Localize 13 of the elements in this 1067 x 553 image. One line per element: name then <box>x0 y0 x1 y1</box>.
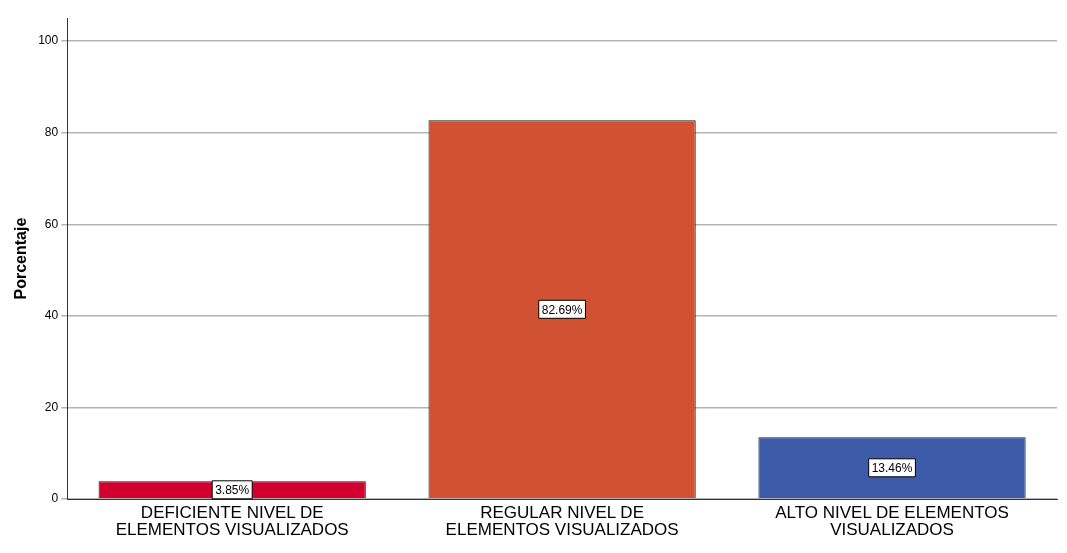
x-tick-label: ALTO NIVEL DE ELEMENTOS VISUALIZADOS <box>775 503 1009 540</box>
y-tick-label: 100 <box>38 33 59 48</box>
x-tick-label: DEFICIENTE NIVEL DE ELEMENTOS VISUALIZADOS <box>115 503 349 540</box>
data-label: 82.69% <box>541 302 583 317</box>
y-tick-label: 80 <box>44 124 59 139</box>
data-label: 13.46% <box>871 461 913 476</box>
data-label: 3.85% <box>215 483 250 498</box>
y-tick-label: 40 <box>44 308 59 323</box>
y-tick-label: 20 <box>44 399 59 414</box>
y-tick-label: 60 <box>44 216 59 231</box>
y-axis-title: Porcentaje <box>12 217 30 300</box>
x-tick-label: REGULAR NIVEL DE ELEMENTOS VISUALIZADOS <box>445 503 679 540</box>
y-tick-label: 0 <box>51 491 59 506</box>
